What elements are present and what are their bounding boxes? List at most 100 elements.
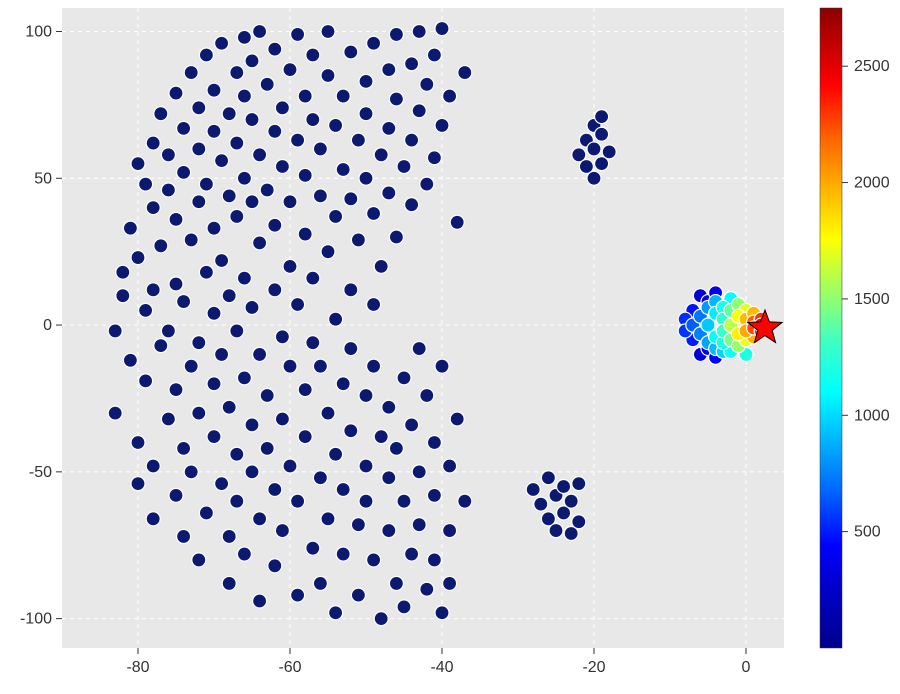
scatter-point — [382, 524, 396, 538]
scatter-point — [443, 576, 457, 590]
scatter-point — [268, 124, 282, 138]
scatter-point — [161, 412, 175, 426]
scatter-point — [215, 154, 229, 168]
scatter-point — [207, 306, 221, 320]
chart-svg: -80-60-40-200-100-5005010050010001500200… — [0, 0, 900, 694]
scatter-point — [336, 482, 350, 496]
scatter-point — [351, 518, 365, 532]
scatter-point — [184, 66, 198, 80]
scatter-point — [427, 48, 441, 62]
scatter-point — [230, 447, 244, 461]
scatter-point — [351, 133, 365, 147]
scatter-point — [199, 506, 213, 520]
scatter-point — [169, 212, 183, 226]
scatter-point — [412, 518, 426, 532]
y-tick-label: 100 — [25, 23, 52, 40]
scatter-point — [207, 430, 221, 444]
scatter-point — [587, 142, 601, 156]
scatter-point — [253, 594, 267, 608]
scatter-point — [146, 459, 160, 473]
scatter-point — [420, 389, 434, 403]
scatter-point — [298, 227, 312, 241]
scatter-point — [253, 236, 267, 250]
scatter-point — [177, 441, 191, 455]
scatter-point — [291, 298, 305, 312]
scatter-point — [222, 189, 236, 203]
scatter-point — [367, 298, 381, 312]
scatter-point — [116, 289, 130, 303]
scatter-point — [374, 612, 388, 626]
scatter-point — [192, 336, 206, 350]
scatter-point — [313, 189, 327, 203]
scatter-point — [412, 342, 426, 356]
scatter-point — [253, 24, 267, 38]
scatter-point — [458, 494, 472, 508]
scatter-point — [283, 459, 297, 473]
scatter-point — [359, 171, 373, 185]
scatter-point — [359, 494, 373, 508]
scatter-point — [245, 465, 259, 479]
x-tick-label: 0 — [742, 659, 751, 676]
colorbar-tick-label: 2500 — [854, 58, 890, 75]
scatter-point — [230, 494, 244, 508]
scatter-point — [397, 494, 411, 508]
scatter-point — [139, 303, 153, 317]
scatter-point — [260, 441, 274, 455]
scatter-point — [382, 63, 396, 77]
scatter-point — [306, 113, 320, 127]
x-tick-label: -60 — [278, 659, 301, 676]
scatter-point — [534, 497, 548, 511]
scatter-point — [329, 209, 343, 223]
scatter-point — [230, 66, 244, 80]
scatter-point — [405, 418, 419, 432]
scatter-point — [374, 259, 388, 273]
scatter-point — [420, 582, 434, 596]
scatter-point — [237, 271, 251, 285]
scatter-point — [230, 324, 244, 338]
scatter-point — [526, 482, 540, 496]
scatter-point — [382, 121, 396, 135]
scatter-point — [420, 77, 434, 91]
y-tick-label: -100 — [20, 611, 52, 628]
scatter-point — [435, 22, 449, 36]
scatter-point — [154, 239, 168, 253]
scatter-chart: -80-60-40-200-100-5005010050010001500200… — [0, 0, 900, 694]
colorbar-tick-label: 1000 — [854, 407, 890, 424]
scatter-point — [291, 494, 305, 508]
scatter-point — [245, 54, 259, 68]
scatter-point — [230, 136, 244, 150]
y-tick-label: 0 — [43, 317, 52, 334]
scatter-point — [161, 324, 175, 338]
scatter-point — [344, 283, 358, 297]
scatter-point — [177, 529, 191, 543]
scatter-point — [443, 459, 457, 473]
scatter-point — [405, 198, 419, 212]
scatter-point — [397, 160, 411, 174]
scatter-point — [336, 89, 350, 103]
scatter-point — [184, 359, 198, 373]
scatter-point — [450, 215, 464, 229]
scatter-point — [215, 347, 229, 361]
scatter-point — [215, 477, 229, 491]
scatter-point — [359, 107, 373, 121]
scatter-point — [215, 253, 229, 267]
scatter-point — [306, 271, 320, 285]
scatter-point — [427, 435, 441, 449]
scatter-point — [336, 162, 350, 176]
scatter-point — [207, 83, 221, 97]
scatter-point — [313, 471, 327, 485]
scatter-point — [298, 383, 312, 397]
scatter-point — [169, 383, 183, 397]
scatter-point — [184, 465, 198, 479]
scatter-point — [359, 389, 373, 403]
scatter-point — [351, 588, 365, 602]
scatter-point — [237, 171, 251, 185]
scatter-point — [222, 289, 236, 303]
scatter-point — [146, 136, 160, 150]
scatter-point — [298, 89, 312, 103]
scatter-point — [374, 148, 388, 162]
scatter-point — [199, 265, 213, 279]
scatter-point — [329, 606, 343, 620]
x-tick-label: -20 — [582, 659, 605, 676]
scatter-point — [313, 142, 327, 156]
